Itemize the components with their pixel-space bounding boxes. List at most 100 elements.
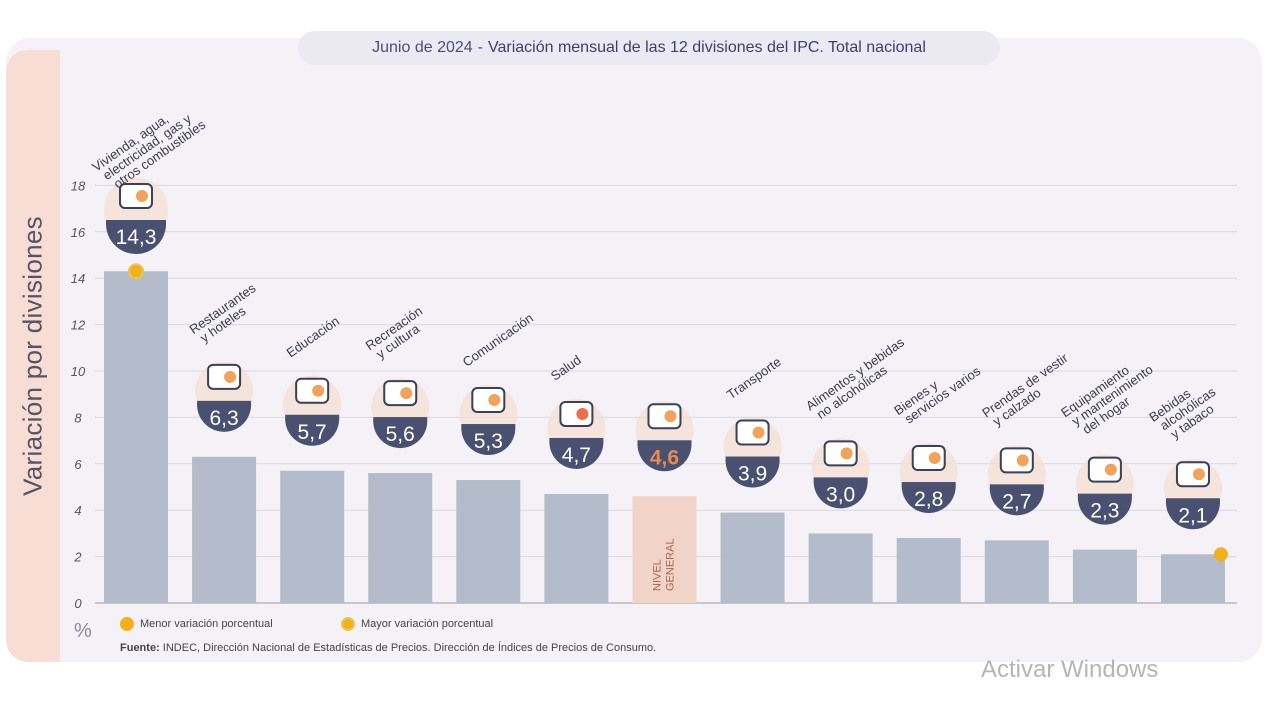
data-label: 3,9 bbox=[738, 463, 767, 486]
y-tick-label: 10 bbox=[71, 364, 86, 379]
bar bbox=[104, 271, 168, 603]
category-label: Comunicación bbox=[460, 310, 536, 370]
wine-icon bbox=[1175, 461, 1210, 488]
category-label: Salud bbox=[548, 352, 584, 383]
bar bbox=[632, 496, 697, 603]
category-label: Equipamientoy mantenimientodel hogar bbox=[1058, 351, 1163, 442]
category-label: Educación bbox=[284, 313, 342, 360]
chart-title: Junio de 2024 - Variación mensual de las… bbox=[298, 31, 1000, 65]
y-tick-label: 0 bbox=[74, 596, 82, 611]
legend-min: Menor variación porcentual bbox=[120, 617, 273, 631]
source-text: INDEC, Dirección Nacional de Estadística… bbox=[162, 642, 657, 654]
health-cross-icon bbox=[559, 400, 594, 427]
title-separator: - bbox=[477, 39, 483, 56]
value-badge-top bbox=[725, 456, 780, 462]
data-label: 2,3 bbox=[1090, 500, 1119, 523]
bar bbox=[1072, 549, 1137, 603]
y-tick-label: 2 bbox=[73, 550, 82, 565]
bar bbox=[280, 470, 345, 603]
data-label: 4,7 bbox=[562, 444, 591, 467]
value-badge-top bbox=[989, 484, 1044, 490]
value-badge-top bbox=[1165, 498, 1220, 504]
activate-windows-watermark: Activar Windows bbox=[981, 656, 1159, 683]
bar bbox=[456, 480, 521, 603]
y-tick-label: 8 bbox=[74, 410, 82, 425]
value-badge-top bbox=[285, 414, 340, 420]
appliance-icon bbox=[1087, 456, 1122, 483]
value-badge bbox=[637, 444, 692, 472]
value-badge-top bbox=[1077, 493, 1132, 499]
value-badge bbox=[901, 486, 956, 514]
value-badge bbox=[197, 404, 252, 432]
data-label: 4,6 bbox=[650, 446, 679, 469]
value-badge bbox=[461, 428, 516, 456]
value-badge-top bbox=[461, 424, 516, 430]
category-label: Prendas de vestiry calzado bbox=[979, 350, 1078, 431]
category-label: Transporte bbox=[724, 354, 784, 402]
value-badge-top bbox=[197, 400, 252, 406]
data-label: 14,3 bbox=[116, 226, 157, 249]
phone-icon bbox=[471, 387, 506, 414]
bar bbox=[720, 512, 785, 603]
data-label: 6,3 bbox=[209, 407, 238, 430]
value-badge-top bbox=[813, 477, 868, 483]
title-text: Variación mensual de las 12 divisiones d… bbox=[487, 39, 926, 56]
title-date: Junio de 2024 bbox=[372, 39, 473, 56]
house-utilities-icon bbox=[119, 183, 153, 209]
source-label: Fuente: bbox=[120, 642, 160, 654]
bar bbox=[1160, 554, 1225, 603]
max-marker bbox=[128, 263, 144, 280]
restaurant-icon bbox=[207, 363, 242, 390]
y-tick-label: 14 bbox=[71, 271, 85, 286]
data-label: 2,1 bbox=[1178, 504, 1207, 527]
value-badge bbox=[1165, 502, 1220, 530]
comb-scissors-icon bbox=[911, 445, 946, 472]
value-badge bbox=[989, 488, 1044, 516]
value-badge-top bbox=[106, 220, 166, 225]
value-badge-top bbox=[373, 417, 428, 423]
car-icon bbox=[735, 419, 770, 446]
highlight-bar-label: NIVELGENERAL bbox=[651, 538, 676, 591]
category-label: Recreacióny cultura bbox=[363, 303, 433, 364]
value-badge bbox=[1077, 497, 1132, 525]
legend-max: Mayor variación porcentual bbox=[341, 617, 493, 631]
category-label: Bebidasalcohólicasy tabaco bbox=[1146, 373, 1226, 446]
value-badge-top bbox=[549, 437, 604, 443]
y-tick-label: 12 bbox=[71, 318, 86, 333]
bar bbox=[984, 540, 1049, 603]
data-label: 2,7 bbox=[1002, 490, 1031, 513]
category-label: Restaurantesy hoteles bbox=[186, 280, 266, 348]
bar bbox=[544, 493, 609, 603]
data-label: 2,8 bbox=[914, 488, 943, 511]
recreation-icon bbox=[383, 380, 418, 407]
y-tick-label: 4 bbox=[74, 503, 81, 518]
clothing-icon bbox=[999, 447, 1034, 474]
data-label: 5,7 bbox=[298, 421, 327, 444]
bar bbox=[192, 456, 257, 603]
bar bbox=[808, 533, 873, 603]
legend-min-dot bbox=[120, 617, 134, 631]
source-note: Fuente: INDEC, Dirección Nacional de Est… bbox=[120, 642, 656, 654]
bar bbox=[368, 473, 433, 603]
y-tick-label: 6 bbox=[74, 457, 82, 472]
data-label: 5,6 bbox=[386, 423, 415, 446]
y-tick-label: 18 bbox=[71, 178, 86, 193]
education-icon bbox=[295, 377, 330, 404]
value-badge bbox=[813, 481, 868, 509]
legend-max-dot bbox=[341, 617, 355, 631]
min-marker bbox=[1213, 547, 1228, 562]
y-axis-strip bbox=[6, 50, 60, 662]
y-tick-label: 16 bbox=[71, 225, 86, 240]
legend-max-label: Mayor variación porcentual bbox=[361, 618, 494, 630]
value-badge-top bbox=[901, 482, 956, 488]
value-badge bbox=[285, 418, 340, 446]
legend-min-label: Menor variación porcentual bbox=[140, 618, 273, 630]
value-badge bbox=[373, 421, 428, 449]
value-badge bbox=[725, 460, 780, 488]
shopping-basket-icon bbox=[647, 403, 682, 430]
value-badge bbox=[106, 224, 166, 254]
data-label: 3,0 bbox=[826, 483, 855, 506]
value-badge-top bbox=[637, 440, 692, 446]
data-label: 5,3 bbox=[474, 430, 503, 453]
